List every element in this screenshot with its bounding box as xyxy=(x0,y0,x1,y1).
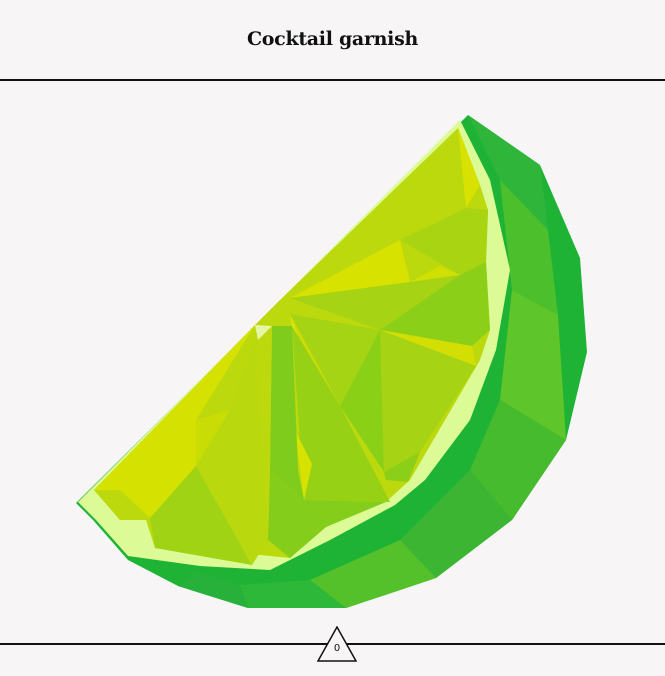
lime-pulp-facet xyxy=(255,326,272,540)
lime-pulp-facet xyxy=(292,326,390,502)
lime-pulp-facet xyxy=(295,430,312,500)
lime-rind-facet xyxy=(468,115,548,230)
counter-badge[interactable]: 0 xyxy=(316,625,358,662)
lime-rind-facet xyxy=(500,180,558,315)
lime-rind-facet xyxy=(310,540,436,608)
lime-pulp-facet xyxy=(458,128,480,208)
lime-pulp-facet xyxy=(196,410,230,466)
lime-pulp-facet xyxy=(290,314,340,406)
lime-pulp-facet xyxy=(290,240,410,298)
lime-wedge-illustration xyxy=(76,115,587,608)
lime-pulp-facet xyxy=(400,208,488,275)
lime-pulp-facet xyxy=(268,470,386,558)
counter-value: 0 xyxy=(333,643,341,654)
lime-pulp-facet xyxy=(94,325,255,518)
lime-pulp-facet xyxy=(290,314,380,406)
lime-pulp-facet xyxy=(270,326,304,500)
lime-rind-facet xyxy=(400,470,512,578)
lime-pulp-facet xyxy=(380,262,490,346)
top-divider xyxy=(0,79,665,81)
lime-rind-facet xyxy=(178,572,248,608)
lime-pulp-facet xyxy=(410,266,460,282)
lime-rind-facet xyxy=(470,400,566,520)
lime-pulp-facet xyxy=(255,325,272,340)
lime-pulp-facet xyxy=(150,466,252,565)
lime-pulp-facet xyxy=(94,490,150,520)
page-title: Cocktail garnish xyxy=(246,27,418,50)
lime-pulp-facet xyxy=(290,275,460,330)
lime-rind-facet xyxy=(240,580,346,608)
lime-pulp-facet xyxy=(380,330,476,472)
header: Cocktail garnish xyxy=(0,0,665,79)
lime-pulp-facet xyxy=(384,452,420,482)
lime-pulp-facet xyxy=(340,330,384,472)
triangle-icon xyxy=(316,625,358,662)
lime-rind-facet xyxy=(500,290,566,440)
lime-pulp-facet xyxy=(196,338,268,565)
